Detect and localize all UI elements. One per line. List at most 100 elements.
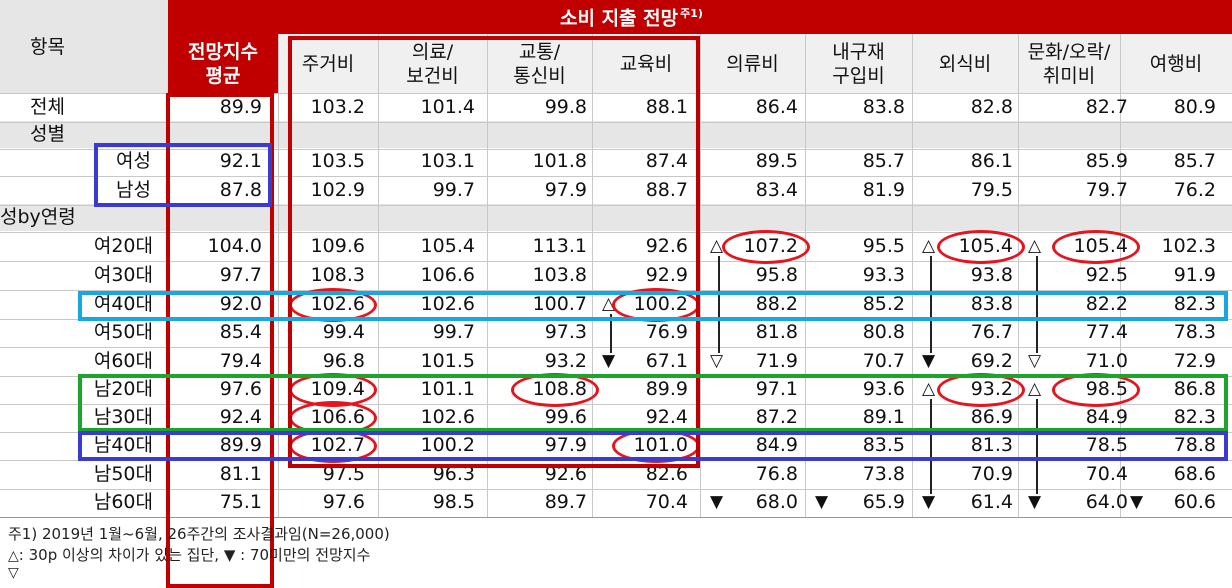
data-cell: 100.2 — [420, 434, 475, 456]
row-label: 여30대 — [93, 264, 153, 286]
data-cell: 78.3 — [1173, 321, 1216, 343]
data-cell: 83.4 — [755, 179, 798, 201]
index-header: 전망지수 평균 — [188, 41, 258, 87]
marker-triangle: △ — [922, 236, 936, 256]
data-cell: 97.1 — [755, 378, 798, 400]
data-cell: 81.3 — [970, 434, 1013, 456]
data-cell: 92.1 — [219, 150, 262, 172]
data-cell: 103.8 — [532, 264, 587, 286]
column-divider — [700, 34, 701, 517]
data-cell: 93.2 — [544, 350, 587, 372]
row-divider — [0, 290, 1232, 291]
data-cell: 75.1 — [219, 491, 262, 513]
data-cell: 81.9 — [862, 179, 905, 201]
data-cell: 103.2 — [310, 96, 365, 118]
data-cell: 79.5 — [970, 179, 1013, 201]
row-divider — [0, 176, 1232, 177]
footnote-2: △: 30p 이상의 차이가 있는 집단, ▼ : 70미만의 전망지수 — [8, 546, 371, 564]
row-label: 성by연령 — [0, 206, 76, 228]
header-gray-area — [0, 0, 168, 93]
marker-triangle: ▼ — [922, 351, 936, 371]
data-cell: 99.6 — [544, 406, 587, 428]
male-20-30s-box — [78, 374, 1228, 432]
column-divider — [278, 34, 279, 517]
data-cell: 70.7 — [862, 350, 905, 372]
data-cell: 61.4 — [970, 491, 1013, 513]
data-cell: 71.0 — [1085, 350, 1128, 372]
category-header: 의료/ 보건비 — [406, 41, 459, 87]
marker-triangle: ▼ — [1130, 492, 1144, 512]
category-header: 교통/ 통신비 — [513, 41, 566, 87]
data-cell: 82.3 — [1173, 293, 1216, 315]
data-cell: 86.1 — [970, 150, 1013, 172]
row-divider — [0, 122, 1232, 123]
row-divider — [0, 149, 1232, 150]
data-cell: 70.4 — [1085, 463, 1128, 485]
data-cell: 69.2 — [970, 350, 1013, 372]
data-cell: 102.6 — [420, 406, 475, 428]
data-cell: 89.9 — [645, 378, 688, 400]
data-cell: 85.2 — [862, 293, 905, 315]
data-cell: 87.4 — [645, 150, 688, 172]
data-cell: 99.7 — [432, 321, 475, 343]
data-cell: 103.5 — [310, 150, 365, 172]
data-cell: 88.1 — [645, 96, 688, 118]
data-cell: 92.5 — [1085, 264, 1128, 286]
legend-triangle-icon: △ — [8, 548, 19, 564]
highlight-ellipse — [1052, 230, 1140, 264]
row-divider — [0, 404, 1232, 405]
data-cell: 60.6 — [1173, 491, 1216, 513]
column-divider — [1120, 34, 1121, 517]
data-cell: 81.1 — [219, 463, 262, 485]
data-cell: 82.6 — [645, 463, 688, 485]
data-cell: 88.7 — [645, 179, 688, 201]
data-cell: 98.5 — [432, 491, 475, 513]
row-label: 여성 — [116, 150, 151, 172]
data-cell: 103.1 — [420, 150, 475, 172]
marker-triangle: ▼ — [602, 351, 616, 371]
column-divider — [487, 34, 488, 517]
data-cell: 70.9 — [970, 463, 1013, 485]
data-cell: 96.8 — [322, 350, 365, 372]
highlight-ellipse — [722, 230, 810, 264]
data-cell: 76.2 — [1173, 179, 1216, 201]
row-label: 여60대 — [93, 350, 153, 372]
data-cell: 99.8 — [544, 96, 587, 118]
row-divider — [0, 489, 1232, 490]
row-label: 남60대 — [93, 491, 153, 513]
category-header: 교육비 — [619, 53, 673, 75]
marker-triangle: ▽ — [1028, 351, 1042, 371]
marker-connector — [1036, 256, 1038, 353]
data-cell: 72.9 — [1173, 350, 1216, 372]
footnote-2-text: : 30p 이상의 차이가 있는 집단, ▼ : 70미만의 전망지수 — [18, 546, 371, 564]
marker-triangle: ▼ — [1028, 492, 1042, 512]
marker-triangle: △ — [1028, 379, 1042, 399]
data-cell: 97.3 — [544, 321, 587, 343]
group-title-note: 주1) — [680, 7, 703, 20]
data-cell: 85.7 — [862, 150, 905, 172]
data-cell: 113.1 — [532, 235, 587, 257]
data-cell: 68.0 — [755, 491, 798, 513]
row-label: 여50대 — [93, 321, 153, 343]
row-label: 남30대 — [93, 406, 153, 428]
column-divider — [378, 34, 379, 517]
header-gray-area — [278, 34, 1232, 93]
data-cell: 91.9 — [1173, 264, 1216, 286]
data-cell: 95.5 — [862, 235, 905, 257]
row-label: 성별 — [30, 123, 65, 145]
footnote-1: 주1) 2019년 1월~6월, 26주간의 조사결과임(N=26,000) — [8, 525, 390, 543]
data-cell: 71.9 — [755, 350, 798, 372]
data-cell: 108.3 — [310, 264, 365, 286]
marker-connector — [610, 314, 612, 353]
data-cell: 100.7 — [532, 293, 587, 315]
female-40s-box — [78, 291, 1228, 321]
header-red-bar — [168, 0, 1232, 34]
row-label: 남50대 — [93, 463, 153, 485]
marker-triangle: △ — [602, 294, 616, 314]
data-cell: 97.7 — [219, 264, 262, 286]
data-cell: 89.7 — [544, 491, 587, 513]
marker-triangle: ▽ — [710, 351, 724, 371]
data-cell: 102.3 — [1161, 235, 1216, 257]
data-cell: 73.8 — [862, 463, 905, 485]
marker-connector — [930, 399, 932, 494]
